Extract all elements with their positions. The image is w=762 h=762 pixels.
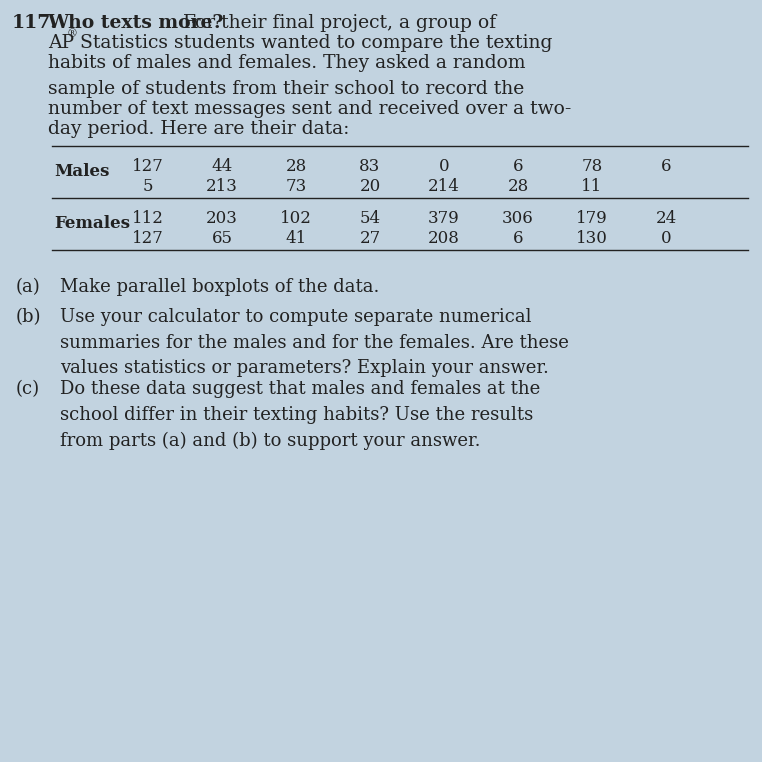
Text: 83: 83 [360,158,381,175]
Text: 130: 130 [576,230,608,247]
Text: 6: 6 [513,230,523,247]
Text: 179: 179 [576,210,608,227]
Text: 20: 20 [360,178,381,195]
Text: Statistics students wanted to compare the texting: Statistics students wanted to compare th… [74,34,552,52]
Text: 54: 54 [360,210,380,227]
Text: habits of males and females. They asked a random: habits of males and females. They asked … [48,54,526,72]
Text: 78: 78 [581,158,603,175]
Text: Use your calculator to compute separate numerical
summaries for the males and fo: Use your calculator to compute separate … [60,308,569,377]
Text: 208: 208 [428,230,460,247]
Text: 203: 203 [206,210,238,227]
Text: AP: AP [48,34,74,52]
Text: Do these data suggest that males and females at the
school differ in their texti: Do these data suggest that males and fem… [60,380,540,450]
Text: 0: 0 [661,230,671,247]
Text: 24: 24 [655,210,677,227]
Text: 117.: 117. [12,14,58,32]
Text: 28: 28 [507,178,529,195]
Text: 306: 306 [502,210,534,227]
Text: ®: ® [67,29,78,39]
Text: 44: 44 [211,158,232,175]
Text: 127: 127 [132,230,164,247]
Text: 102: 102 [280,210,312,227]
Text: 28: 28 [286,158,306,175]
Text: 11: 11 [581,178,603,195]
Text: Make parallel boxplots of the data.: Make parallel boxplots of the data. [60,278,379,296]
Text: (c): (c) [16,380,40,398]
Text: 27: 27 [360,230,381,247]
Text: 6: 6 [661,158,671,175]
Text: Who texts more?: Who texts more? [47,14,223,32]
Text: Males: Males [54,164,110,181]
Text: 6: 6 [513,158,523,175]
Text: sample of students from their school to record the: sample of students from their school to … [48,80,524,98]
Text: 214: 214 [428,178,460,195]
Text: 41: 41 [286,230,306,247]
Text: 65: 65 [212,230,232,247]
Text: 112: 112 [132,210,164,227]
Text: For their final project, a group of: For their final project, a group of [177,14,496,32]
Text: (a): (a) [16,278,40,296]
Text: 379: 379 [428,210,460,227]
Text: 73: 73 [286,178,306,195]
Text: (b): (b) [16,308,41,326]
Text: 127: 127 [132,158,164,175]
Text: day period. Here are their data:: day period. Here are their data: [48,120,349,138]
Text: 213: 213 [206,178,238,195]
Text: number of text messages sent and received over a two-: number of text messages sent and receive… [48,100,572,118]
Text: 5: 5 [142,178,153,195]
Text: 0: 0 [439,158,450,175]
Text: Females: Females [54,216,130,232]
